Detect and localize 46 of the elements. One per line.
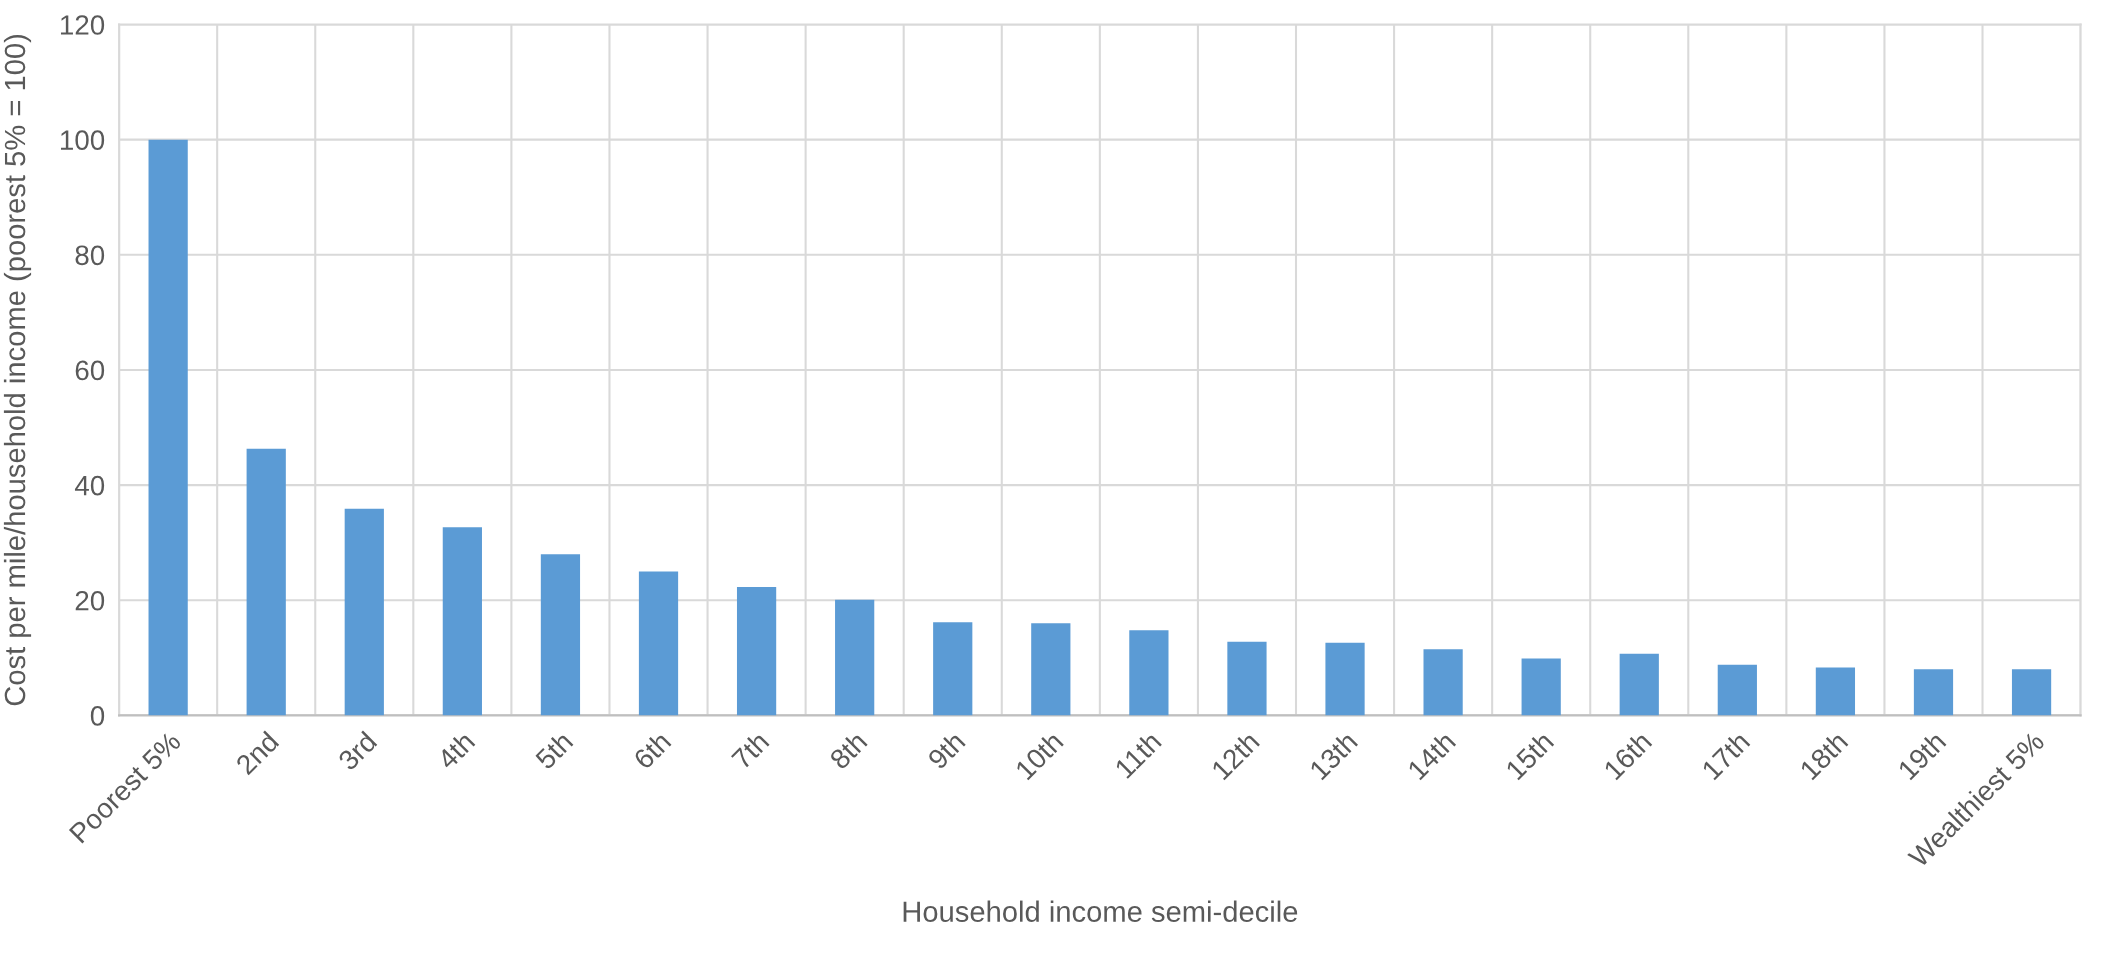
y-tick-label: 0 — [90, 706, 105, 726]
x-tick-label: 18th — [1798, 730, 1849, 781]
x-tick-label: 10th — [1014, 730, 1064, 781]
bar — [540, 554, 581, 716]
bar — [344, 508, 384, 716]
bar — [1423, 649, 1463, 716]
x-tick-label: 14th — [1406, 730, 1457, 781]
bar — [1815, 667, 1856, 716]
x-axis-title: Household income semi-decile — [903, 900, 1298, 922]
y-axis-title: Cost per mile/household income (poorest 5% = 100) — [3, 34, 32, 706]
bar — [1325, 642, 1365, 716]
bar — [442, 527, 482, 716]
bar — [736, 587, 777, 716]
bar — [933, 622, 973, 716]
bar — [835, 599, 875, 716]
x-tick-label: 4th — [435, 730, 476, 771]
x-tick-label: 9th — [926, 730, 966, 771]
y-tick-label: 80 — [75, 245, 105, 266]
bar — [1717, 664, 1757, 716]
bar — [1031, 623, 1071, 716]
y-tick-label: 60 — [75, 360, 105, 381]
y-tick-label: 20 — [75, 590, 105, 611]
x-tick-label: 7th — [730, 730, 770, 770]
x-tick-label: 13th — [1308, 730, 1359, 781]
y-tick-label: 40 — [74, 475, 105, 496]
y-tick-label: 120 — [60, 15, 105, 35]
bar — [638, 571, 679, 716]
bar — [1913, 669, 1954, 716]
x-tick-label: 6th — [632, 730, 672, 771]
x-tick-label: 2nd — [234, 730, 280, 776]
x-tick-label: 17th — [1700, 730, 1751, 781]
x-tick-label: 11th — [1113, 730, 1162, 779]
x-tick-label: 3rd — [336, 730, 378, 772]
x-tick-label: 8th — [828, 730, 868, 771]
x-tick-label: 16th — [1602, 730, 1653, 781]
bar — [1619, 653, 1659, 716]
bar — [1129, 630, 1169, 716]
bar — [1521, 658, 1561, 716]
x-tick-label: 5th — [533, 730, 574, 771]
bar — [246, 448, 286, 716]
x-tick-label: 15th — [1504, 730, 1555, 781]
y-tick-label: 100 — [60, 130, 105, 150]
x-tick-label: 12th — [1210, 730, 1261, 781]
bar — [148, 139, 188, 716]
bar — [2011, 669, 2052, 716]
bar — [1227, 641, 1267, 716]
